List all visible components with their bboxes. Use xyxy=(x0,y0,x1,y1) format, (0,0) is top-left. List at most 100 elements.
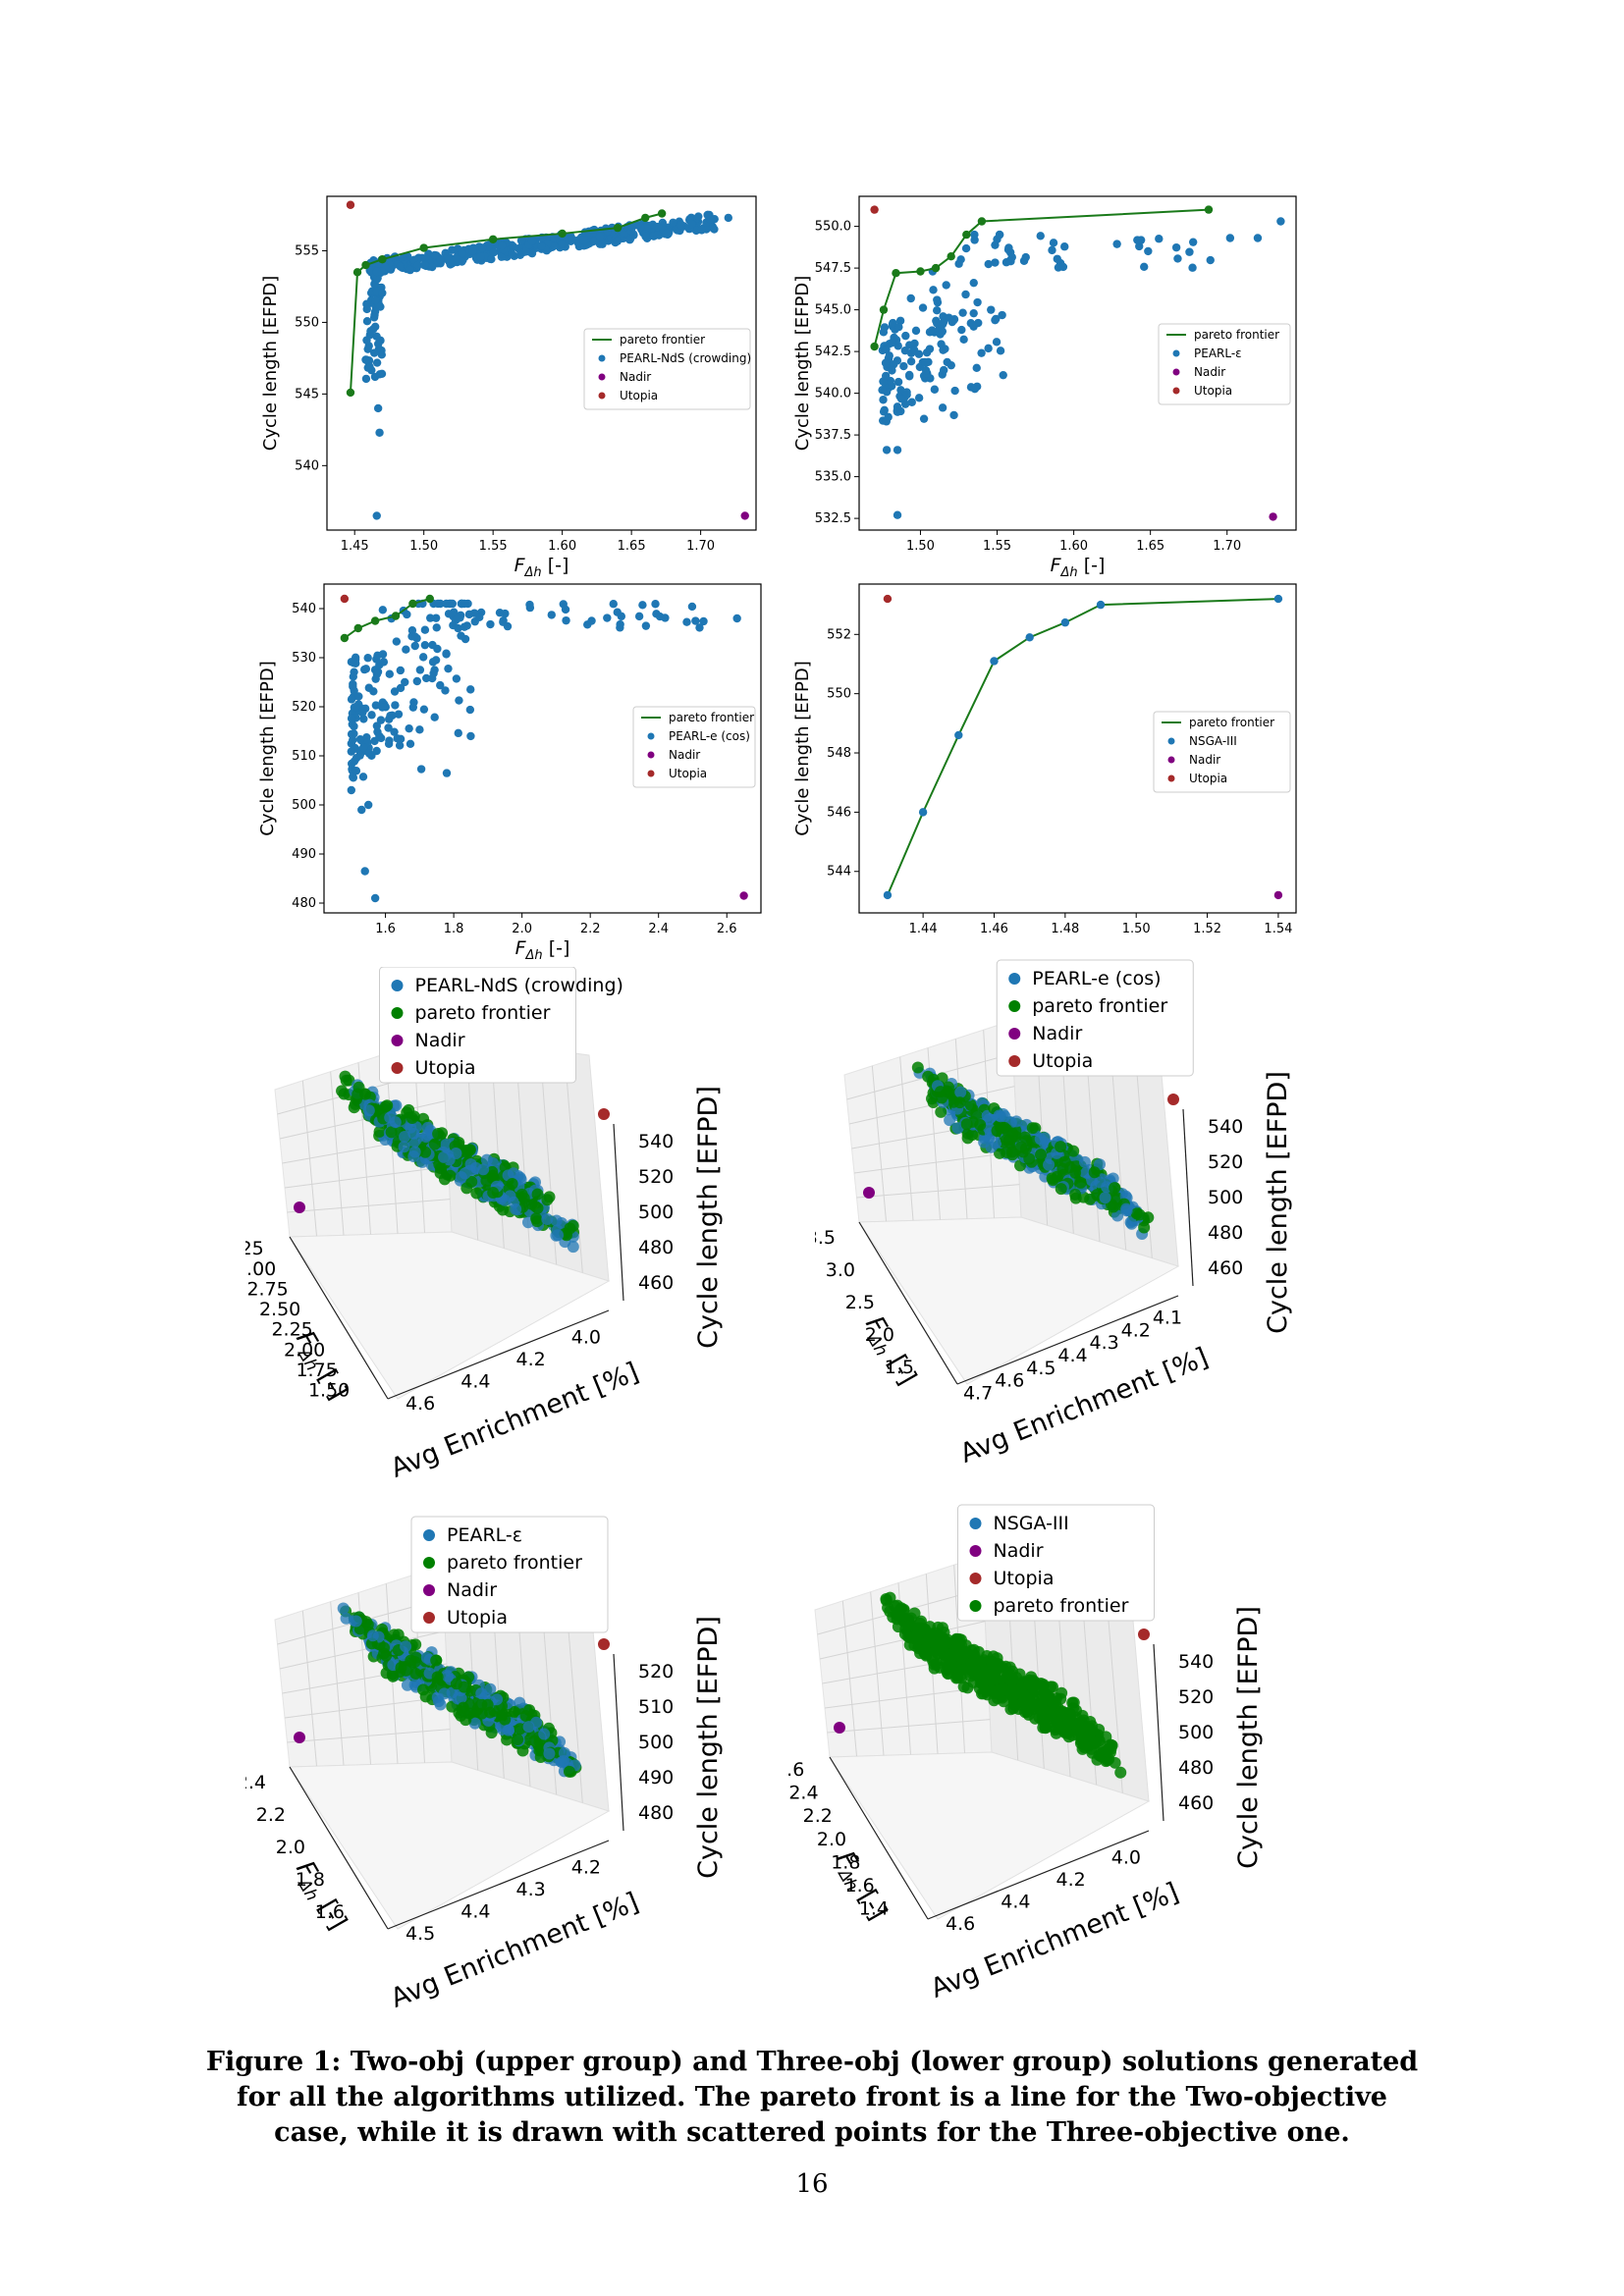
legend-label: NSGA-III xyxy=(994,1513,1069,1534)
legend-label: Nadir xyxy=(447,1579,497,1601)
nadir-point xyxy=(863,1187,875,1199)
frontier-point xyxy=(1273,594,1283,604)
legend-swatch xyxy=(1167,737,1175,745)
data-point xyxy=(1112,240,1121,248)
data-point xyxy=(349,773,357,781)
pareto-frontier-line xyxy=(887,598,1278,896)
frontier-point xyxy=(892,269,900,278)
data-point xyxy=(613,237,623,245)
data-point xyxy=(510,1202,522,1215)
data-point xyxy=(362,1104,375,1117)
data-point xyxy=(1188,263,1197,272)
z-tick-label: 480 xyxy=(638,1237,674,1258)
data-point xyxy=(531,1188,544,1201)
y-tick-label: 4.6 xyxy=(946,1913,975,1935)
legend-label: Nadir xyxy=(1189,753,1220,767)
data-point xyxy=(362,336,371,345)
data-point xyxy=(373,403,383,413)
frontier-point xyxy=(931,263,941,273)
legend-label: pareto frontier xyxy=(1189,716,1274,729)
y-tick-label: 540 xyxy=(295,458,319,473)
data-point xyxy=(970,230,979,240)
data-point xyxy=(420,640,430,650)
legend-swatch xyxy=(969,1573,982,1584)
y-tick-label: 4.5 xyxy=(406,1923,435,1945)
data-point xyxy=(516,236,526,245)
data-point xyxy=(1023,1152,1036,1165)
y-tick-label: 4.7 xyxy=(963,1383,993,1405)
data-point xyxy=(361,665,371,673)
data-point xyxy=(363,345,372,353)
data-point xyxy=(350,1615,362,1628)
data-point xyxy=(915,362,925,372)
data-point xyxy=(703,210,712,220)
data-point xyxy=(603,614,612,622)
x-tick-label: 3.25 xyxy=(245,1238,264,1259)
x-tick-label: 1.5 xyxy=(885,1357,914,1378)
data-point xyxy=(922,1633,935,1646)
frontier-point xyxy=(918,808,928,817)
x-tick-label: 2.5 xyxy=(845,1292,875,1313)
legend-swatch xyxy=(1172,349,1180,357)
data-point xyxy=(422,673,431,683)
y-tick-label: 547.5 xyxy=(815,261,851,276)
data-point xyxy=(347,747,356,756)
y-tick-label: 490 xyxy=(292,847,316,862)
data-point xyxy=(464,1157,477,1170)
data-point xyxy=(396,666,406,675)
z-tick-label: 460 xyxy=(1178,1792,1214,1814)
x-tick-label: 2.2 xyxy=(580,922,601,936)
chart-2d-nds: 1.45 1.50 1.55 1.60 1.65 1.70 540 545 550 555 FΔh … xyxy=(260,195,757,580)
data-point xyxy=(531,1215,544,1228)
data-point xyxy=(390,727,399,736)
figure-caption: Figure 1: Two-obj (upper group) and Thre… xyxy=(205,2047,1419,2148)
data-point xyxy=(1099,1192,1111,1204)
data-point xyxy=(933,306,942,315)
data-point xyxy=(914,349,924,358)
legend-swatch xyxy=(391,1035,404,1046)
data-point xyxy=(398,1141,410,1153)
y-tick-label: 4.0 xyxy=(1111,1846,1141,1868)
grid-line xyxy=(287,1729,451,1743)
data-point xyxy=(455,696,463,705)
legend-swatch xyxy=(1167,756,1175,764)
legend-label: Utopia xyxy=(415,1057,476,1079)
data-point xyxy=(1035,1677,1048,1689)
data-point xyxy=(944,1114,956,1127)
data-point xyxy=(939,346,947,354)
data-point xyxy=(1276,217,1285,226)
data-point xyxy=(949,410,958,420)
data-point xyxy=(450,1678,462,1690)
data-point xyxy=(938,403,947,412)
z-axis-line xyxy=(613,1123,624,1302)
data-point xyxy=(349,672,358,681)
y-tick-label: 552 xyxy=(827,627,851,642)
data-point xyxy=(934,1086,947,1098)
data-point xyxy=(477,1163,490,1176)
data-point xyxy=(1021,252,1030,262)
x-tick-label: 1.44 xyxy=(909,922,938,936)
legend-swatch xyxy=(1008,973,1021,985)
data-point xyxy=(480,1174,493,1187)
data-point xyxy=(372,267,382,277)
data-point xyxy=(429,668,438,678)
data-point xyxy=(930,385,940,394)
data-point xyxy=(1140,262,1149,271)
x-tick-label: 2.0 xyxy=(512,922,532,936)
data-point xyxy=(998,1695,1010,1708)
data-point xyxy=(516,1744,529,1757)
utopia-point xyxy=(1138,1629,1150,1640)
data-point xyxy=(919,414,929,423)
data-point xyxy=(371,701,381,710)
data-point xyxy=(991,258,1000,267)
data-point xyxy=(914,394,924,402)
page-number: 16 xyxy=(795,2169,829,2199)
data-point xyxy=(538,1728,551,1740)
legend-swatch xyxy=(647,732,655,740)
data-point xyxy=(900,346,910,355)
legend-label: pareto frontier xyxy=(994,1595,1129,1617)
data-point xyxy=(406,739,415,749)
data-point xyxy=(609,600,618,609)
y-tick-label: 520 xyxy=(292,700,316,715)
frontier-point xyxy=(916,267,925,276)
